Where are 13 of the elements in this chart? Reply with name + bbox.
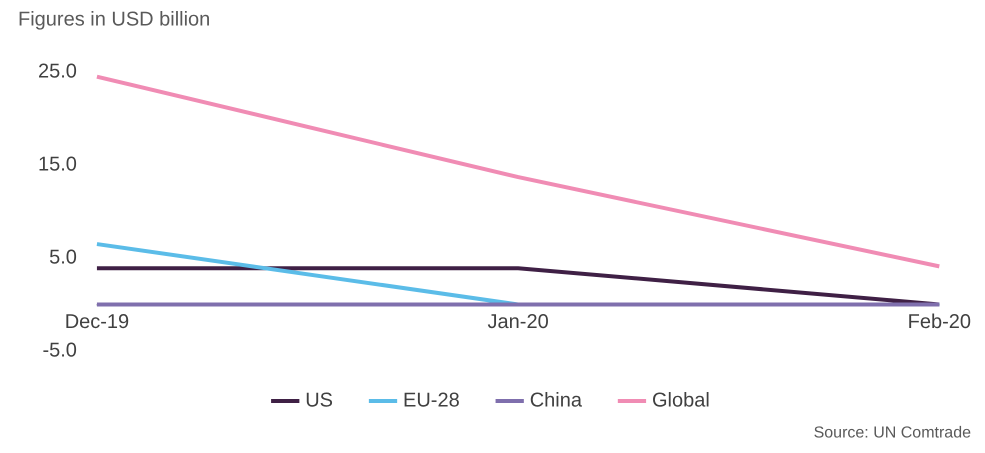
legend-label: China xyxy=(530,390,583,412)
x-tick-label: Dec-19 xyxy=(64,311,130,334)
source-note: Source: UN Comtrade xyxy=(814,424,972,442)
y-tick-label: -5.0 xyxy=(42,340,77,362)
legend-label: US xyxy=(305,390,334,412)
legend-label: EU-28 xyxy=(403,390,460,412)
x-tick-label: Feb-20 xyxy=(908,311,972,334)
legend-label: Global xyxy=(652,390,710,412)
x-tick-label: Jan-20 xyxy=(488,311,549,334)
chart-title: Figures in USD billion xyxy=(18,8,210,31)
y-tick-label: 5.0 xyxy=(49,246,77,269)
y-tick-label: 15.0 xyxy=(38,154,77,176)
y-tick-label: 25.0 xyxy=(38,60,77,83)
